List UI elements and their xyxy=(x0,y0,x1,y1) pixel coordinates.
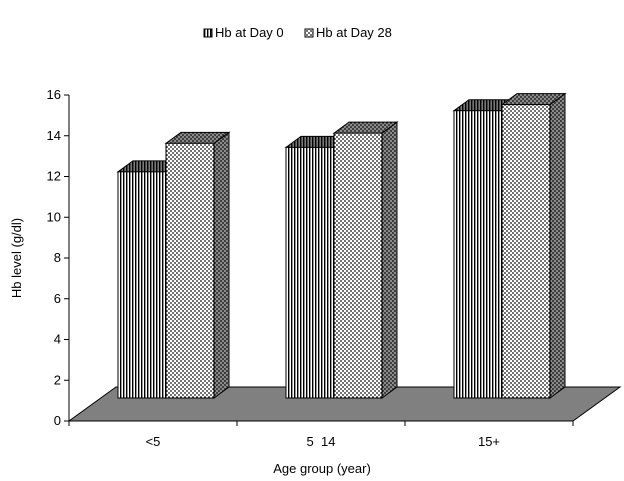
x-axis-title: Age group (year) xyxy=(273,461,371,476)
y-axis-title: Hb level (g/dl) xyxy=(9,218,24,298)
y-tick-label: 10 xyxy=(47,209,61,224)
legend-swatch-day28 xyxy=(304,28,314,38)
bar xyxy=(332,121,399,399)
x-tick-label: <5 xyxy=(146,434,161,449)
bar-front xyxy=(165,142,215,399)
bars xyxy=(116,92,567,399)
y-axis: 0 2 4 6 8 10 12 14 16 Hb level (g/dl) xyxy=(9,87,70,428)
bar-front xyxy=(117,171,167,399)
bar xyxy=(500,92,567,399)
y-tick-label: 14 xyxy=(47,128,61,143)
bar-front xyxy=(501,104,551,399)
legend-label-day28: Hb at Day 28 xyxy=(316,25,392,40)
y-tick-label: 4 xyxy=(54,332,61,347)
bar-front xyxy=(453,110,503,399)
bar-side xyxy=(213,131,230,399)
y-tick-label: 2 xyxy=(54,372,61,387)
bar-front xyxy=(333,132,383,399)
y-tick-label: 6 xyxy=(54,291,61,306)
legend: Hb at Day 0 Hb at Day 28 xyxy=(203,25,392,40)
bar-side xyxy=(549,92,566,399)
y-tick-label: 12 xyxy=(47,169,61,184)
x-tick-label: 15+ xyxy=(478,434,500,449)
y-tick-label: 16 xyxy=(47,87,61,102)
bar-front xyxy=(285,146,335,399)
y-tick-label: 0 xyxy=(54,413,61,428)
legend-swatch-day0 xyxy=(203,28,213,38)
x-axis: <5 5 14 15+ Age group (year) xyxy=(68,420,574,476)
y-tick-label: 8 xyxy=(54,250,61,265)
x-tick-label: 5 14 xyxy=(307,434,336,449)
bar-side xyxy=(381,121,398,399)
legend-label-day0: Hb at Day 0 xyxy=(215,25,284,40)
bar xyxy=(164,131,231,399)
